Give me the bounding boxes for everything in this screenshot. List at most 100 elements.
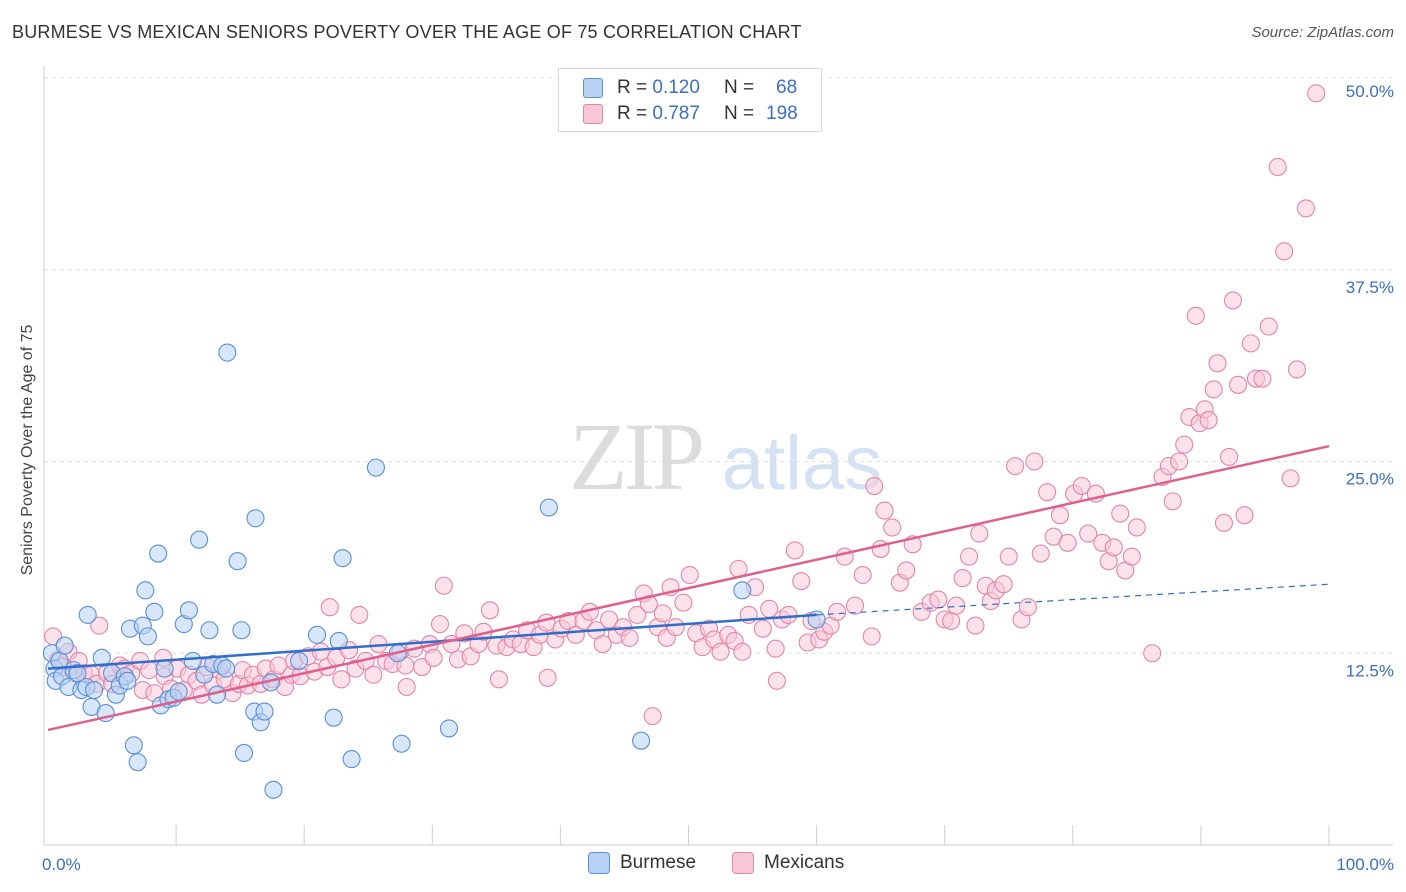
data-point (845, 596, 865, 615)
series-burmese (42, 343, 826, 799)
data-point (1214, 513, 1234, 532)
data-point (434, 576, 453, 595)
stats-row-burmese: R = 0.120 N = 68 (583, 75, 797, 101)
data-point (680, 565, 699, 585)
data-point (537, 613, 556, 632)
data-point (970, 524, 989, 543)
data-point (875, 501, 894, 520)
data-point (766, 639, 785, 658)
y-tick-label: 50.0% (1346, 82, 1394, 101)
data-point (539, 498, 558, 517)
data-point (333, 549, 352, 568)
data-point (835, 547, 854, 566)
stats-n-value: 198 (766, 103, 798, 124)
data-point (149, 544, 168, 563)
tick-labels: 12.5% 25.0% 37.5% 50.0% 0.0% 100.0% (42, 82, 1394, 874)
data-point (1038, 483, 1057, 502)
data-point (538, 668, 557, 687)
y-axis-label-wrap: Seniors Poverty Over the Age of 75 (16, 70, 40, 830)
data-point (1025, 452, 1044, 471)
data-point (232, 621, 251, 640)
data-point (1175, 435, 1194, 454)
data-point (1111, 504, 1130, 523)
data-point (999, 547, 1018, 566)
data-point (255, 702, 274, 721)
data-point (264, 780, 283, 799)
legend-item-burmese[interactable]: Burmese (588, 852, 696, 874)
data-point (666, 618, 685, 637)
data-point (397, 677, 416, 697)
data-point (55, 636, 74, 655)
stats-r-value: 0.787 (652, 103, 700, 124)
data-point (883, 518, 902, 537)
data-point (1296, 199, 1315, 218)
data-point (140, 661, 159, 680)
data-point (853, 565, 872, 585)
data-point (1220, 447, 1239, 466)
data-point (674, 593, 693, 612)
data-point (779, 605, 798, 624)
source-label[interactable]: Source: ZipAtlas.com (1251, 24, 1394, 41)
data-point (792, 572, 811, 591)
data-point (1253, 369, 1272, 388)
x-tick-label-max: 100.0% (1336, 855, 1394, 874)
data-point (489, 670, 508, 689)
data-point (953, 569, 972, 588)
data-point (620, 628, 639, 647)
data-point (85, 681, 104, 700)
data-point (1287, 360, 1307, 379)
data-point (628, 605, 647, 624)
data-point (994, 575, 1013, 594)
legend-item-mexicans[interactable]: Mexicans (732, 852, 844, 874)
data-point (1163, 492, 1182, 511)
legend-label-mexicans: Mexicans (764, 852, 845, 873)
data-point (311, 642, 330, 661)
data-point (183, 651, 202, 670)
data-point (1186, 306, 1205, 325)
data-point (218, 343, 237, 362)
data-point (1122, 547, 1141, 566)
data-point (439, 719, 459, 738)
data-point (320, 598, 339, 617)
data-point (1050, 506, 1070, 525)
legend-label-burmese: Burmese (620, 852, 697, 873)
data-point (1281, 469, 1300, 488)
data-point (342, 750, 361, 769)
data-point (430, 615, 450, 634)
data-point (128, 753, 147, 772)
trend-line-burmese (47, 613, 817, 670)
data-point (217, 659, 236, 678)
data-point (733, 642, 752, 661)
data-point (1006, 457, 1025, 476)
stats-box: R = 0.120 N = 68 R = 0.787 N = 198 (558, 68, 822, 132)
stats-swatch-burmese (583, 78, 603, 98)
stats-row-mexicans: R = 0.787 N = 198 (583, 101, 798, 127)
data-point (155, 659, 174, 678)
data-point (90, 616, 109, 635)
data-point (785, 541, 804, 560)
data-point (78, 605, 97, 624)
data-point (862, 627, 881, 646)
data-point (1241, 334, 1260, 353)
trend-line-extension-burmese (816, 583, 1330, 616)
data-point (1018, 598, 1038, 617)
data-point (246, 509, 265, 528)
data-point (643, 707, 662, 726)
data-point (1143, 644, 1162, 663)
legend-swatch-burmese (588, 852, 610, 874)
data-point (653, 604, 672, 623)
data-point (228, 552, 247, 571)
data-point (753, 619, 772, 638)
stats-r-value: 0.120 (652, 77, 700, 98)
data-point (138, 627, 157, 646)
data-point (1104, 538, 1123, 557)
data-point (307, 625, 327, 644)
data-point (897, 561, 916, 580)
gridlines (44, 77, 1393, 654)
data-point (1204, 380, 1223, 399)
data-point (959, 547, 979, 566)
stats-n-label: N = (723, 77, 755, 98)
data-point (68, 664, 87, 683)
watermark: ZIP atlas (569, 403, 882, 510)
